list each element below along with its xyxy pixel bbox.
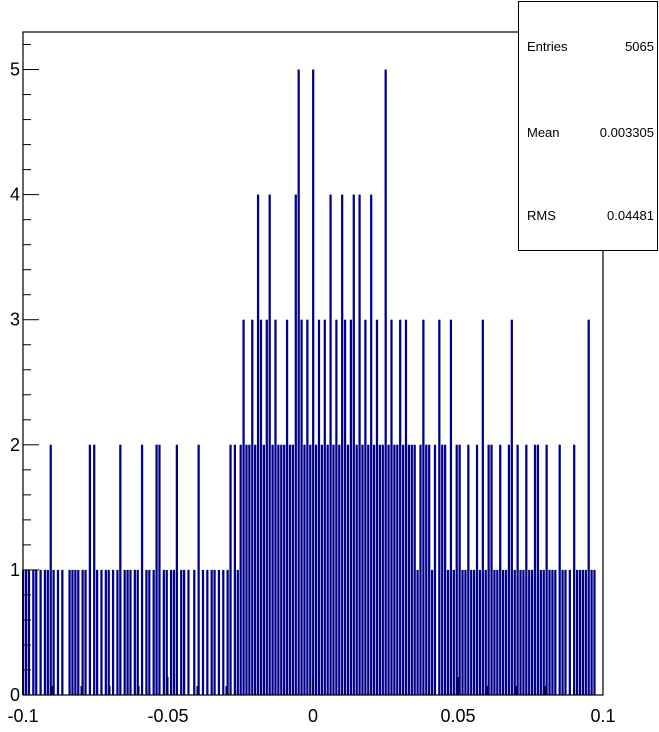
axis-ticks — [22, 44, 604, 696]
stats-mean-label: Mean — [527, 125, 560, 140]
y-tick-label: 0 — [10, 685, 20, 705]
stats-entries-row: Entries 5065 — [519, 39, 657, 59]
y-tick-label: 3 — [10, 310, 20, 330]
stats-entries-value: 5065 — [625, 39, 654, 54]
y-tick-label: 5 — [10, 60, 20, 80]
stats-mean-value: 0.003305 — [599, 125, 654, 140]
x-tick-label: -0.05 — [147, 706, 188, 726]
x-tick-label: 0 — [308, 706, 318, 726]
x-tick-label: 0.05 — [440, 706, 475, 726]
stats-mean-row: Mean 0.003305 — [519, 125, 657, 145]
stats-entries-label: Entries — [527, 39, 568, 54]
y-tick-label: 1 — [10, 560, 20, 580]
stats-rms-value: 0.04481 — [607, 208, 654, 223]
x-tick-label: 0.1 — [590, 706, 615, 726]
stats-box: Entries 5065 Mean 0.003305 RMS 0.04481 — [518, 1, 658, 251]
histogram-bars — [22, 69, 596, 695]
tick-labels: 0 1 2 3 4 5 -0.1 -0.05 0 0.05 0.1 — [7, 60, 615, 726]
x-tick-label: -0.1 — [7, 706, 38, 726]
stats-rms-label: RMS — [527, 208, 556, 223]
stats-rms-row: RMS 0.04481 — [519, 208, 657, 228]
y-tick-label: 2 — [10, 435, 20, 455]
y-tick-label: 4 — [10, 185, 20, 205]
